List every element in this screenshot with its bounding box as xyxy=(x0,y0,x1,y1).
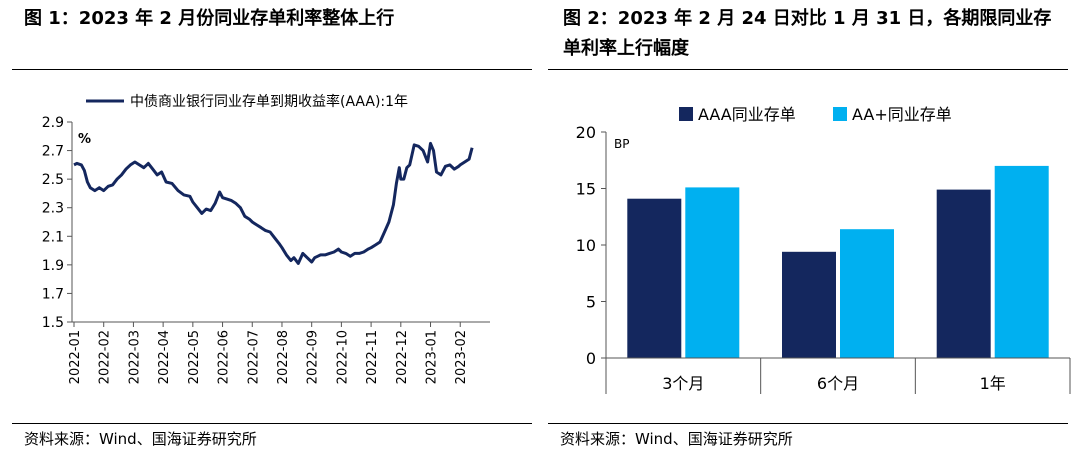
left-bottom-rule xyxy=(12,423,532,424)
x-tick-label: 2022-06 xyxy=(217,330,232,384)
bar-aaa-1 xyxy=(782,251,836,358)
series-line-aaa-1y xyxy=(73,141,474,265)
x-category-label: 3个月 xyxy=(662,374,704,393)
x-tick-label: 2022-05 xyxy=(187,330,202,384)
y-tick-label: 1.5 xyxy=(42,315,64,331)
y-tick-label: 2.3 xyxy=(42,201,64,217)
y-tick-label: 5 xyxy=(586,293,596,312)
bar-aaa-2 xyxy=(936,189,991,358)
bar-aa-plus-0 xyxy=(685,187,740,358)
y-tick-label: 1.9 xyxy=(42,258,64,274)
left-figure-title: 图 1：2023 年 2 月份同业存单利率整体上行 xyxy=(24,8,395,29)
y-axis: 20 15 10 5 0 xyxy=(576,123,607,368)
x-tick-label: 2022-12 xyxy=(395,330,410,384)
x-tick-label: 2022-07 xyxy=(246,330,261,384)
y-axis: 2.9 2.7 2.5 2.3 2.1 1.9 1.7 1.5 xyxy=(42,115,72,331)
y-tick-label: 1.7 xyxy=(42,286,64,302)
left-source-note: 资料来源：Wind、国海证券研究所 xyxy=(24,430,257,448)
bar-aaa-0 xyxy=(627,198,682,358)
y-tick-label: 2.5 xyxy=(42,172,64,188)
x-axis: 2022-01 2022-02 2022-03 2022-04 2022-05 2022-… xyxy=(68,322,469,384)
left-top-rule xyxy=(12,69,532,70)
x-tick-label: 2022-08 xyxy=(276,330,291,384)
x-tick-label: 2023-02 xyxy=(454,330,469,384)
y-tick-label: 0 xyxy=(586,349,596,368)
right-figure-title: 图 2：2023 年 2 月 24 日对比 1 月 31 日，各期限同业存单利率… xyxy=(563,8,1052,59)
y-tick-label: 2.7 xyxy=(42,144,64,160)
x-tick-label: 2022-09 xyxy=(306,330,321,384)
y-axis-unit: % xyxy=(78,132,91,147)
y-tick-label: 2.9 xyxy=(42,115,64,131)
x-tick-label: 2023-01 xyxy=(425,330,440,384)
bars xyxy=(627,165,1049,358)
bar-chart: AAA同业存单 AA+同业存单 BP 20 15 10 5 0 3个月 6个月 1年 xyxy=(576,105,1071,394)
y-tick-label: 10 xyxy=(576,236,596,255)
right-source-note: 资料来源：Wind、国海证券研究所 xyxy=(560,430,793,448)
legend-label-aaa: AAA同业存单 xyxy=(698,105,796,124)
x-tick-label: 2022-04 xyxy=(157,330,172,384)
bar-aa-plus-1 xyxy=(840,229,894,358)
y-axis-unit-bp: BP xyxy=(614,137,629,151)
x-tick-label: 2022-10 xyxy=(335,330,350,384)
y-tick-label: 15 xyxy=(576,180,596,199)
x-axis: 3个月 6个月 1年 xyxy=(605,357,1071,394)
legend-swatch-aaa xyxy=(679,107,693,121)
x-tick-label: 2022-02 xyxy=(98,330,113,384)
y-tick-label: 2.1 xyxy=(42,229,64,245)
y-tick-label: 20 xyxy=(576,123,596,142)
legend-swatch-aa-plus xyxy=(833,107,847,121)
bar-chart-legend: AAA同业存单 AA+同业存单 xyxy=(679,105,952,124)
x-tick-label: 2022-03 xyxy=(127,330,142,384)
x-category-label: 6个月 xyxy=(817,374,859,393)
x-tick-label: 2022-01 xyxy=(68,330,83,384)
line-chart-legend: 中债商业银行同业存单到期收益率(AAA):1年 xyxy=(86,93,408,110)
right-bottom-rule xyxy=(548,423,1068,424)
legend-label-series: 中债商业银行同业存单到期收益率(AAA):1年 xyxy=(130,93,408,110)
legend-label-aa-plus: AA+同业存单 xyxy=(852,105,952,124)
line-chart: 中债商业银行同业存单到期收益率(AAA):1年 % 2.92.72.52.32.… xyxy=(42,93,490,384)
bar-aa-plus-2 xyxy=(994,165,1049,358)
right-top-rule xyxy=(548,69,1068,70)
x-tick-label: 2022-11 xyxy=(365,330,380,384)
x-category-label: 1年 xyxy=(980,374,1006,393)
